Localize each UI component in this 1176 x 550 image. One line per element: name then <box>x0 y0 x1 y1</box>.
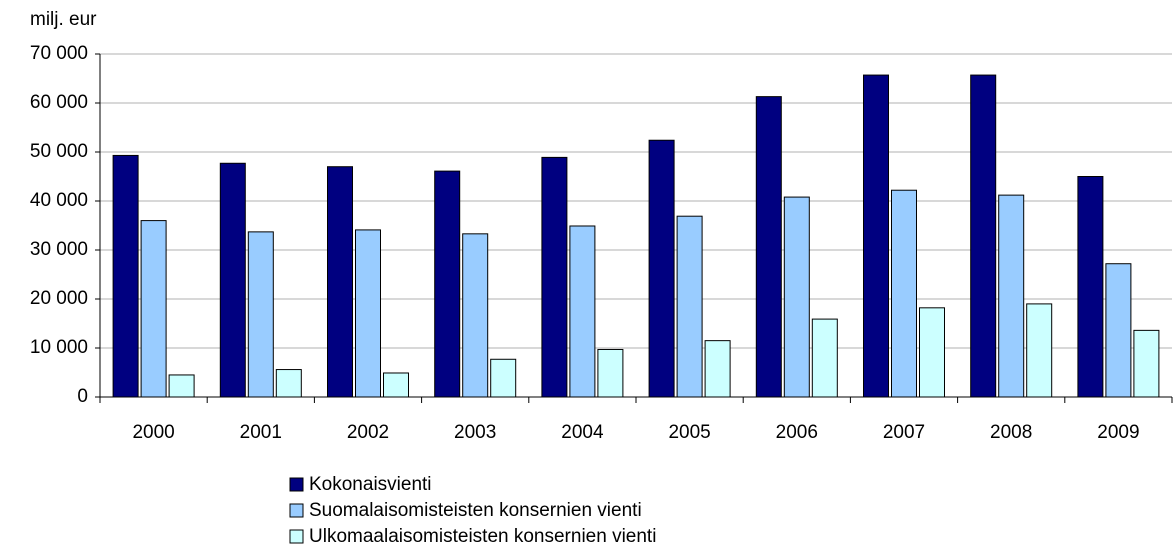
legend-label: Ulkomaalaisomisteisten konsernien vienti <box>309 526 656 547</box>
legend-swatch <box>289 477 304 492</box>
y-tick-label: 60 000 <box>30 92 88 113</box>
bar <box>970 74 997 398</box>
x-tick-label: 2008 <box>990 422 1032 443</box>
bar <box>168 374 195 398</box>
bar <box>112 154 139 398</box>
bar <box>1105 263 1132 398</box>
bar <box>998 194 1025 398</box>
bar <box>597 348 624 398</box>
bar <box>434 170 461 398</box>
bar <box>383 372 409 398</box>
bar <box>490 358 517 398</box>
x-tick-label: 2002 <box>347 422 389 443</box>
bar <box>275 369 302 398</box>
x-tick-label: 2009 <box>1097 422 1139 443</box>
x-tick-label: 2001 <box>240 422 282 443</box>
y-tick-label: 50 000 <box>30 141 88 162</box>
bar <box>704 340 731 398</box>
bar <box>219 162 246 398</box>
legend-label: Suomalaisomisteisten konsernien vienti <box>309 500 642 521</box>
bar <box>1077 176 1104 398</box>
bar <box>891 189 917 398</box>
x-tick-label: 2007 <box>883 422 925 443</box>
bar <box>355 229 381 398</box>
legend-swatch <box>289 503 304 518</box>
y-tick-label: 0 <box>77 386 88 407</box>
bar <box>1133 329 1160 398</box>
legend-label: Kokonaisvienti <box>309 474 432 495</box>
bar <box>1026 303 1053 398</box>
bar <box>783 196 810 398</box>
x-tick-label: 2004 <box>561 422 604 443</box>
y-tick-label: 70 000 <box>30 43 88 64</box>
x-tick-label: 2006 <box>776 422 818 443</box>
bar <box>541 156 568 398</box>
y-axis-label: milj. eur <box>30 9 97 30</box>
bar <box>327 166 353 398</box>
x-tick-label: 2003 <box>454 422 496 443</box>
y-tick-label: 30 000 <box>30 239 88 260</box>
bar <box>247 231 274 398</box>
bar <box>648 139 675 398</box>
bar <box>140 220 167 398</box>
bar <box>676 215 703 398</box>
bar <box>755 96 782 398</box>
bar <box>919 307 945 398</box>
bar <box>569 225 596 398</box>
bar <box>811 318 838 398</box>
x-tick-label: 2005 <box>668 422 710 443</box>
y-tick-label: 10 000 <box>30 337 88 358</box>
legend-swatch <box>289 529 304 544</box>
bar <box>462 233 489 398</box>
y-tick-label: 40 000 <box>30 190 88 211</box>
y-tick-label: 20 000 <box>30 288 88 309</box>
bar <box>863 74 889 398</box>
x-tick-label: 2000 <box>132 422 174 443</box>
